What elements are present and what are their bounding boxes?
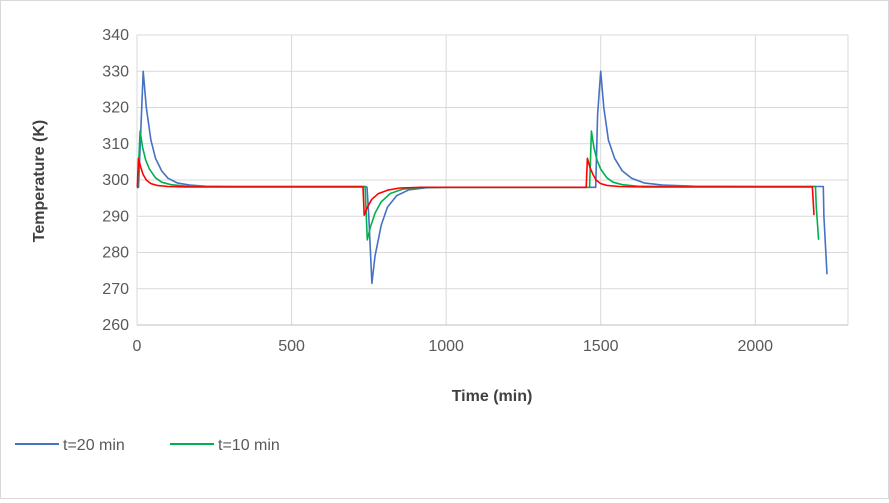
legend-label: t=20 min: [63, 437, 125, 454]
x-tick-label: 1000: [428, 338, 464, 355]
y-tick-label: 290: [102, 208, 129, 225]
legend-label: t=10 min: [218, 437, 280, 454]
tick-labels: 260 270 280 290 300 310 320 330 340 0 500 1000 1500 2…: [102, 27, 773, 355]
y-tick-label: 280: [102, 245, 129, 262]
y-tick-label: 310: [102, 136, 129, 153]
series-line-2: [136, 130, 820, 241]
series-lines: [136, 70, 828, 285]
y-tick-label: 320: [102, 100, 129, 117]
series-line-3: [136, 157, 815, 216]
y-tick-label: 340: [102, 27, 129, 44]
series-line-1: [137, 70, 828, 285]
gridlines: [136, 34, 849, 325]
legend: t=20 min t=10 min: [15, 437, 280, 454]
y-tick-label: 330: [102, 63, 129, 80]
x-tick-label: 500: [278, 338, 305, 355]
x-axis-title: Time (min): [452, 388, 533, 405]
x-tick-label: 1500: [583, 338, 619, 355]
x-tick-label: 0: [133, 338, 142, 355]
y-axis-title: Temperature (K): [31, 120, 48, 242]
y-tick-label: 270: [102, 281, 129, 298]
y-tick-label: 300: [102, 172, 129, 189]
x-tick-label: 2000: [737, 338, 773, 355]
y-tick-label: 260: [102, 317, 129, 334]
